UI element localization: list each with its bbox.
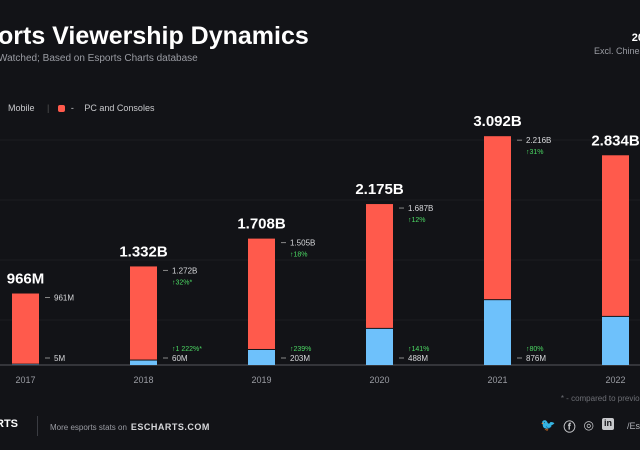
x-tick-label: 2017: [15, 375, 35, 385]
legend-pc-swatch: [57, 105, 65, 113]
linkedin-icon[interactable]: in: [602, 418, 614, 430]
exclusion-note: Excl. Chines: [593, 46, 640, 56]
site-link[interactable]: ESCHARTS.COM: [130, 422, 210, 432]
legend-mobile: Mobile: [8, 103, 35, 113]
bar-pc: [484, 136, 511, 300]
mobile-value-label: 203M: [290, 354, 310, 363]
x-tick-label: 2022: [605, 375, 625, 385]
bar-mobile: [130, 360, 157, 365]
pc-growth-label: ↑32%*: [172, 279, 193, 286]
mobile-growth-label: ↑141%: [408, 346, 429, 353]
bar-pc: [248, 238, 275, 349]
pc-value-label: 1.272B: [172, 266, 197, 275]
total-label: 2.175B: [355, 181, 404, 198]
brand-logo: RTS: [0, 418, 18, 430]
bar-pc: [130, 266, 157, 360]
bar-mobile: [366, 328, 393, 365]
mobile-value-label: 876M: [526, 354, 546, 363]
pc-growth-label: ↑12%: [408, 217, 426, 224]
pc-value-label: 2.216B: [526, 136, 551, 145]
footnote: * - compared to previou: [560, 394, 640, 403]
social-links: 🐦 ⓕ ◎ in: [541, 418, 614, 435]
more-stats: More esports stats on ESCHARTS.COM: [50, 422, 210, 432]
chart-subtitle: Watched; Based on Esports Charts databas…: [0, 53, 198, 64]
bar-pc: [602, 155, 629, 316]
mobile-value-label: 488M: [408, 354, 428, 363]
total-label: 3.092B: [473, 113, 522, 130]
mobile-growth-label: ↑80%: [526, 346, 544, 353]
mobile-growth-label: ↑239%: [290, 346, 311, 353]
bar-mobile: [602, 316, 629, 365]
total-label: 966M: [7, 271, 45, 288]
x-tick-label: 2021: [487, 375, 507, 385]
twitter-icon[interactable]: 🐦: [540, 418, 556, 432]
facebook-icon[interactable]: ⓕ: [563, 420, 576, 434]
pc-growth-label: ↑31%: [526, 149, 544, 156]
chart-title: orts Viewership Dynamics: [0, 22, 309, 50]
instagram-icon[interactable]: ◎: [583, 418, 594, 432]
pc-value-label: 1.687B: [408, 204, 433, 213]
total-label: 1.708B: [237, 216, 286, 233]
total-label: 1.332B: [119, 243, 168, 260]
mobile-value-label: 5M: [54, 354, 65, 363]
x-tick-label: 2020: [369, 375, 389, 385]
bar-pc: [12, 293, 39, 364]
pc-value-label: 1.505B: [290, 239, 315, 248]
bar-pc: [366, 204, 393, 328]
more-text: More esports stats on: [50, 423, 127, 432]
social-handle[interactable]: /Es: [626, 421, 640, 431]
year-label: 20: [631, 32, 640, 44]
bar-mobile: [248, 349, 275, 365]
divider: [37, 416, 38, 436]
legend-pc: PC and Consoles: [84, 103, 155, 113]
total-label: 2.834B: [591, 132, 640, 149]
pc-growth-label: ↑18%: [290, 252, 308, 259]
legend: Mobile | - PC and Consoles: [8, 103, 154, 113]
pc-value-label: 961M: [54, 294, 74, 303]
bar-mobile: [484, 300, 511, 365]
legend-dash: -: [70, 103, 74, 113]
legend-separator: |: [47, 103, 50, 113]
bar-chart: 2017966M961M5M20181.332B1.272B↑32%*60M↑1…: [0, 113, 640, 385]
mobile-growth-label: ↑1 222%*: [172, 346, 202, 353]
x-tick-label: 2018: [133, 375, 153, 385]
x-tick-label: 2019: [251, 375, 271, 385]
mobile-value-label: 60M: [172, 354, 188, 363]
